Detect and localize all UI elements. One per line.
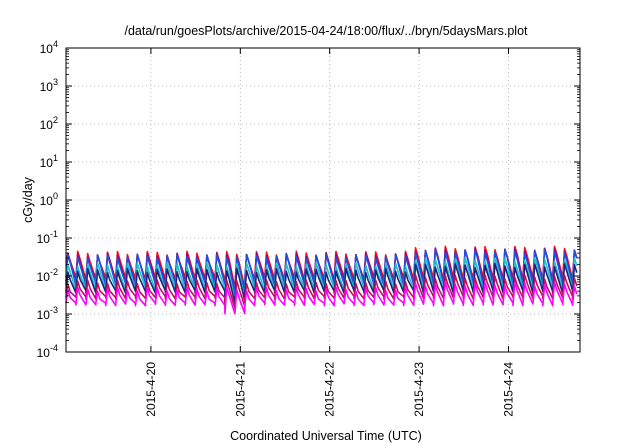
series-line [65,281,578,315]
y-tick-label: 10-3 [37,305,58,322]
x-tick-label: 2015-4-21 [233,362,247,417]
series-line [65,248,578,297]
x-tick-label: 2015-4-23 [412,362,426,417]
x-axis: 2015-4-20 2015-4-21 2015-4-22 2015-4-23 2015… [144,48,515,417]
series-line [65,256,578,301]
y-tick-label: 103 [40,77,58,94]
series-lines [65,245,578,315]
y-tick-label: 100 [40,191,58,208]
gridlines [66,48,580,352]
y-axis: 10-4 10-3 10-2 10-1 100 101 102 103 104 [37,39,580,360]
x-tick-label: 2015-4-24 [501,362,515,417]
y-tick-label: 10-1 [37,229,58,246]
y-tick-label: 104 [40,39,58,56]
x-tick-label: 2015-4-22 [323,362,337,417]
y-tick-label: 10-4 [37,343,58,360]
chart-title: /data/run/goesPlots/archive/2015-04-24/1… [124,24,528,38]
y-tick-label: 102 [40,115,58,132]
x-tick-label: 2015-4-20 [144,362,158,417]
y-tick-label: 10-2 [37,267,58,284]
x-axis-label: Coordinated Universal Time (UTC) [230,429,422,443]
y-tick-label: 101 [40,153,58,170]
y-axis-label: cGy/day [21,176,35,223]
